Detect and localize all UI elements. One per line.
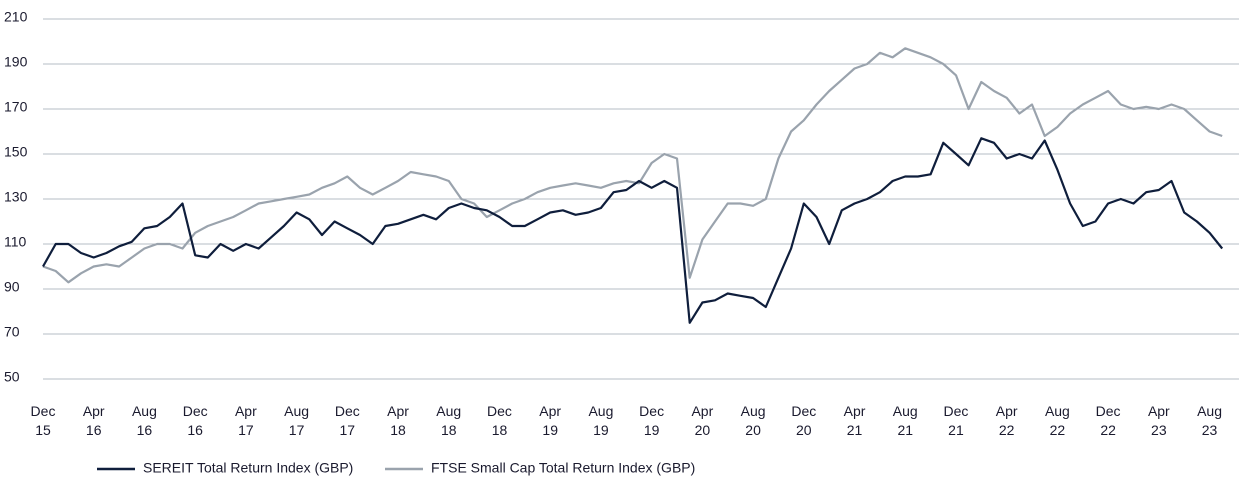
x-tick-label: Dec 15 (31, 403, 56, 438)
x-tick-label: Apr 21 (844, 403, 866, 438)
x-tick-label: Apr 22 (996, 403, 1018, 438)
y-tick-label: 110 (4, 234, 27, 250)
x-tick-label: Apr 20 (691, 403, 713, 438)
x-tick-label: Dec 16 (183, 403, 208, 438)
x-tick-label: Aug 17 (284, 403, 309, 438)
x-tick-label: Dec 21 (944, 403, 969, 438)
y-tick-label: 170 (4, 99, 28, 115)
series-line (42, 47, 1223, 284)
y-tick-label: 90 (4, 279, 20, 295)
x-tick-label: Dec 22 (1096, 403, 1121, 438)
x-tick-label: Apr 18 (387, 403, 409, 438)
y-tick-label: 190 (4, 54, 28, 70)
x-tick-label: Aug 21 (893, 403, 918, 438)
x-tick-label: Aug 20 (741, 403, 766, 438)
x-tick-label: Aug 23 (1197, 403, 1222, 438)
x-tick-label: Dec 19 (639, 403, 664, 438)
legend-label: FTSE Small Cap Total Return Index (GBP) (431, 460, 695, 476)
x-tick-label: Aug 22 (1045, 403, 1070, 438)
y-tick-label: 130 (4, 189, 28, 205)
x-tick-label: Aug 18 (436, 403, 461, 438)
y-tick-label: 150 (4, 144, 28, 160)
y-tick-label: 50 (4, 369, 20, 385)
y-tick-label: 210 (4, 9, 28, 25)
x-tick-label: Aug 19 (588, 403, 613, 438)
x-tick-label: Dec 18 (487, 403, 512, 438)
y-tick-label: 70 (4, 324, 20, 340)
x-tick-label: Aug 16 (132, 403, 157, 438)
x-tick-label: Apr 23 (1148, 403, 1170, 438)
x-tick-label: Apr 17 (235, 403, 257, 438)
series-line (42, 137, 1224, 324)
legend-label: SEREIT Total Return Index (GBP) (143, 460, 353, 476)
x-tick-label: Apr 19 (539, 403, 561, 438)
x-tick-label: Dec 17 (335, 403, 360, 438)
x-tick-label: Dec 20 (791, 403, 816, 438)
x-tick-label: Apr 16 (83, 403, 105, 438)
